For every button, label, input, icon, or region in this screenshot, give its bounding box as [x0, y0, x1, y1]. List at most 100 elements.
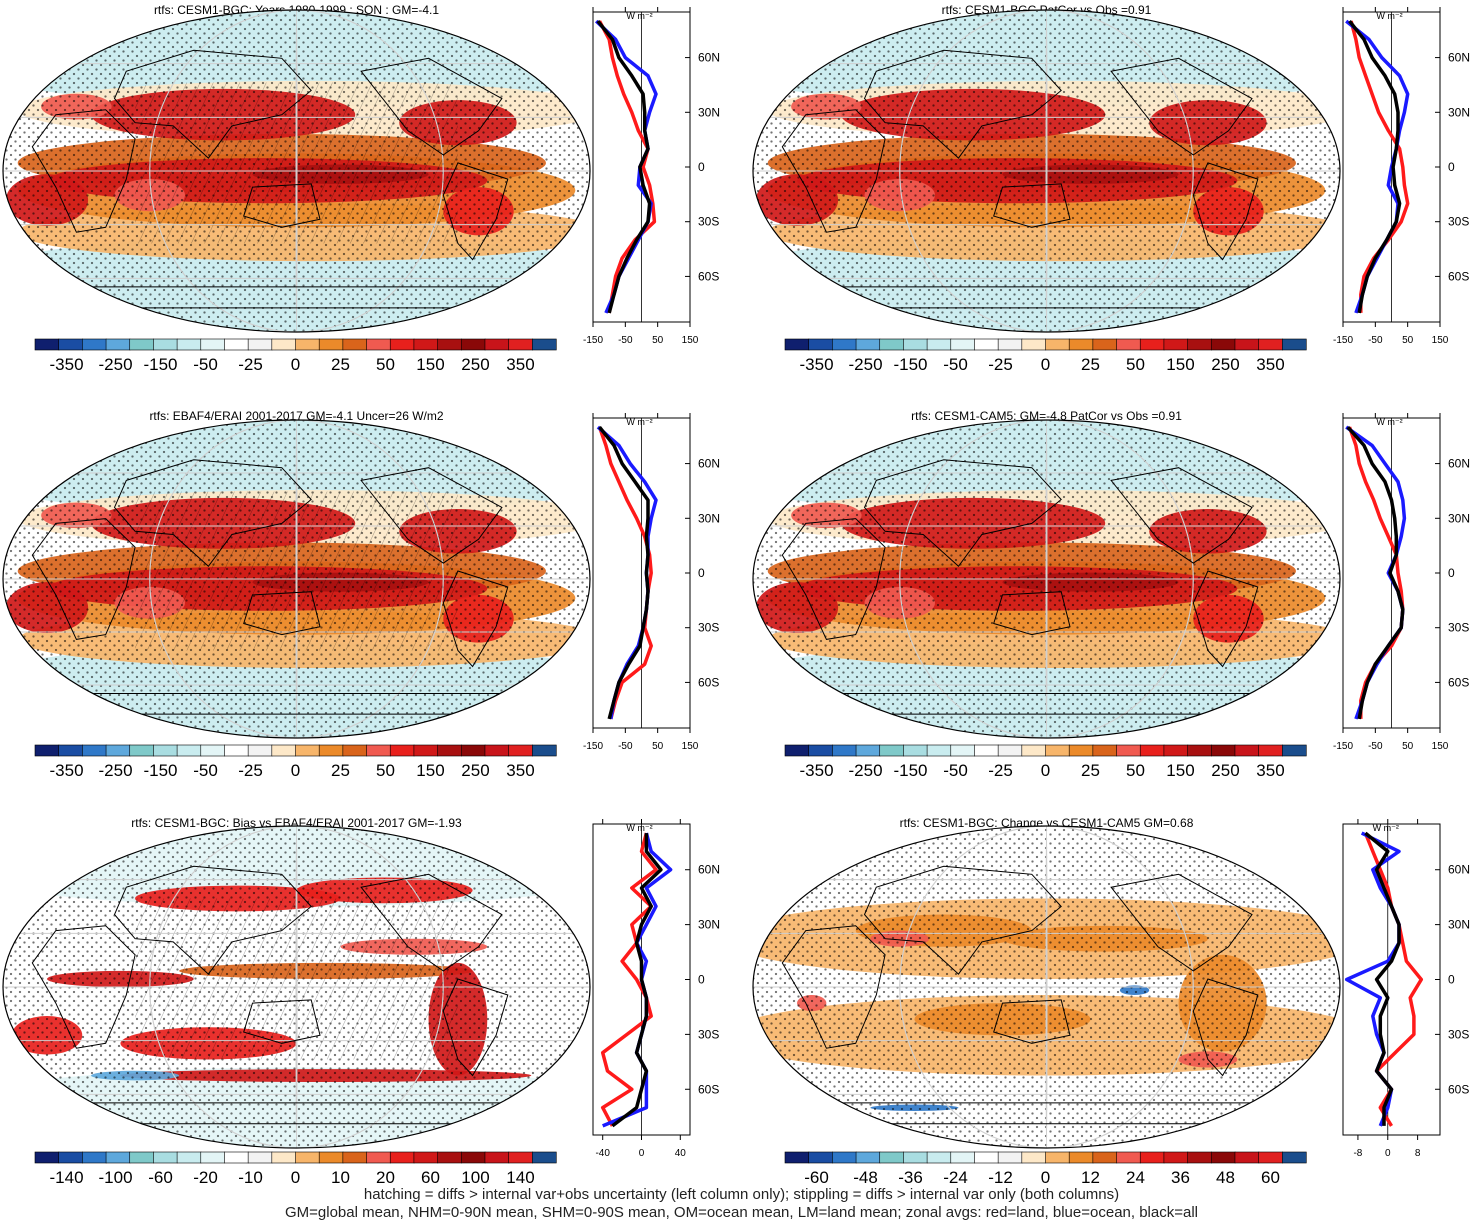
colorbar-label: -350	[800, 761, 834, 780]
coastline	[993, 999, 1071, 1044]
map-border	[2, 825, 591, 1149]
profile-line-all	[1364, 831, 1401, 1126]
profile-x-tick-label: 0	[639, 1148, 645, 1159]
colorbar-swatch	[1021, 744, 1047, 757]
profile-lat-label: 30N	[698, 918, 720, 932]
footer-note-means: GM=global mean, NHM=0-90N mean, SHM=0-90…	[284, 1204, 1198, 1221]
colorbar-swatch	[1163, 1151, 1189, 1164]
colorbar-label: -25	[238, 355, 263, 374]
colorbar-swatch	[484, 1151, 510, 1164]
map-field	[3, 420, 590, 738]
panel-4: rtfs: CESM1-CAM5: GM=-4.8 PatCor vs Obs …	[752, 409, 1470, 780]
profile-x-tick-label: 8	[1415, 1148, 1421, 1159]
colorbar-label: 0	[291, 355, 300, 374]
colorbar-swatch	[1068, 338, 1094, 351]
colorbar-swatch	[271, 338, 297, 351]
colorbar-swatch	[153, 338, 178, 351]
profile-lat-label: 60N	[1448, 863, 1470, 877]
profile-lat-label: 30N	[698, 105, 720, 119]
profile-x-tick-label: 150	[1432, 741, 1449, 752]
profile-line-land	[597, 20, 657, 314]
colorbar-swatch	[318, 744, 344, 757]
colorbar-swatch	[1282, 1151, 1307, 1164]
colorbar-label: -25	[238, 761, 263, 780]
colorbar-swatch	[1234, 1151, 1260, 1164]
coastline	[442, 162, 509, 261]
colorbar-swatch	[855, 744, 881, 757]
colorbar-label: -250	[849, 761, 883, 780]
colorbar-swatch	[58, 1151, 83, 1164]
profile-units-label: W m⁻²	[626, 823, 652, 833]
colorbar-swatch	[1045, 744, 1070, 757]
zonal-profile: W m⁻² -150 -50 50 150 60N 30N 0 30S 60S	[1333, 413, 1470, 752]
colorbar-swatch	[508, 744, 533, 757]
coastline	[1110, 873, 1253, 972]
colorbar-swatch	[153, 1151, 178, 1164]
colorbar-label: 150	[416, 355, 444, 374]
colorbar-label: -60	[148, 1168, 173, 1187]
profile-line-ocean	[1344, 831, 1401, 1127]
colorbar-swatch	[997, 338, 1023, 351]
colorbar-swatch	[295, 1151, 320, 1164]
colorbar-label: 150	[416, 761, 444, 780]
colorbar-swatch	[974, 338, 999, 351]
profile-x-tick-label: -150	[583, 335, 603, 346]
coastline	[1192, 570, 1259, 668]
colorbar-label: 50	[1126, 761, 1145, 780]
colorbar-swatch	[413, 744, 439, 757]
profile-units-label: W m⁻²	[626, 417, 652, 427]
colorbar-swatch	[366, 338, 391, 351]
panel-1: rtfs: CESM1-BGC: Years 1980-1999 : SON :…	[2, 3, 720, 374]
profile-lat-label: 60S	[1448, 1082, 1469, 1096]
colorbar-label: -350	[50, 761, 84, 780]
colorbar-swatch	[832, 744, 857, 757]
colorbar-swatch	[950, 744, 976, 757]
colorbar-swatch	[318, 338, 344, 351]
colorbar-label: 60	[421, 1168, 440, 1187]
colorbar-label: -10	[238, 1168, 263, 1187]
colorbar: -350 -250 -150 -50 -25 0 25 50 150 250 350	[784, 744, 1307, 780]
colorbar-label: 0	[291, 761, 300, 780]
colorbar-label: 25	[1081, 355, 1100, 374]
colorbar-swatch	[832, 338, 857, 351]
coastline	[1110, 57, 1253, 156]
colorbar-label: 20	[376, 1168, 395, 1187]
colorbar-swatch	[1234, 744, 1260, 757]
coastline	[31, 109, 136, 233]
profile-line-land	[597, 426, 653, 720]
profile-lat-label: 60S	[698, 1082, 719, 1096]
colorbar-swatch	[855, 1151, 881, 1164]
coastline	[781, 925, 886, 1049]
coastline	[1110, 467, 1253, 564]
colorbar-swatch	[1258, 1151, 1283, 1164]
colorbar-label: -60	[804, 1168, 829, 1187]
coastline	[781, 518, 886, 640]
colorbar-swatch	[1210, 744, 1236, 757]
coastline	[863, 49, 1062, 159]
colorbar-swatch	[366, 1151, 391, 1164]
colorbar-swatch	[271, 1151, 297, 1164]
map-field	[753, 10, 1340, 332]
profile-lat-label: 30S	[1448, 621, 1469, 635]
colorbar-label: -140	[50, 1168, 84, 1187]
profile-line-land	[1363, 832, 1424, 1127]
profile-x-tick-label: -150	[583, 741, 603, 752]
colorbar-label: 0	[1041, 1168, 1050, 1187]
colorbar-label: -100	[99, 1168, 133, 1187]
colorbar-swatch	[34, 744, 60, 757]
profile-lat-label: 0	[698, 566, 705, 580]
profile-lat-label: 30S	[1448, 215, 1469, 229]
colorbar-label: 10	[331, 1168, 350, 1187]
colorbar-swatch	[484, 744, 510, 757]
colorbar-label: 350	[506, 761, 534, 780]
profile-line-all	[1348, 20, 1402, 314]
colorbar-label: 0	[1041, 355, 1050, 374]
profile-lat-label: 30N	[698, 511, 720, 525]
colorbar: -350 -250 -150 -50 -25 0 25 50 150 250 350	[784, 338, 1307, 374]
colorbar-label: 100	[461, 1168, 489, 1187]
profile-lat-label: 30S	[698, 215, 719, 229]
coastline	[243, 999, 321, 1044]
colorbar-swatch	[1258, 338, 1283, 351]
map-field	[3, 826, 590, 1148]
coastline	[360, 467, 503, 564]
